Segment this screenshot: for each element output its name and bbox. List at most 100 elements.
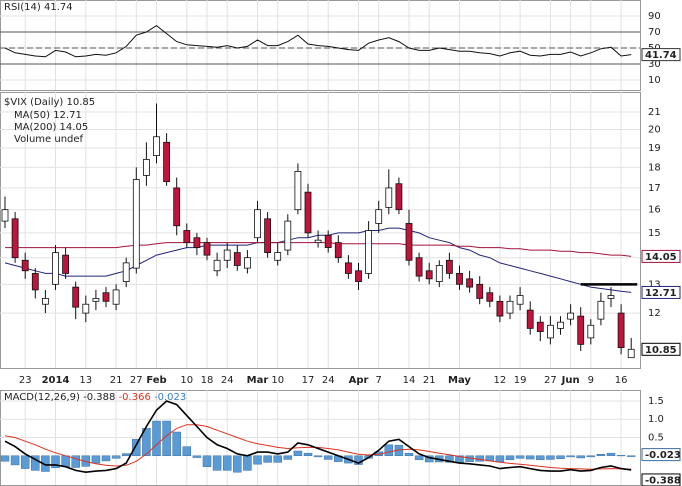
y-tick-label: 16 (648, 205, 661, 216)
candle-body (31, 273, 39, 291)
histogram-bar (263, 455, 272, 463)
macd-name: MACD(12,26,9) (4, 392, 80, 403)
y-tick-label: 20 (648, 125, 661, 136)
histogram-bar (576, 455, 585, 459)
candle-body (142, 159, 150, 176)
signal-line (4, 424, 632, 470)
candle-body (496, 300, 504, 317)
candle-body (223, 249, 231, 261)
candle-body (516, 295, 524, 305)
rsi-line (4, 24, 632, 58)
histogram-bar (142, 428, 151, 457)
x-tick-label: 2014 (42, 375, 70, 386)
histogram-bar (606, 452, 616, 457)
candle-body (476, 283, 484, 299)
y-tick-label: 30 (648, 59, 661, 70)
histogram-bar (121, 453, 131, 457)
candle-body (375, 209, 383, 224)
candle-body (627, 348, 635, 359)
price-panel (0, 92, 641, 369)
candle-body (466, 278, 474, 288)
y-tick-label: 1.5 (648, 396, 664, 407)
histogram-bar (536, 455, 545, 461)
macd-last: -0.388 (83, 392, 115, 403)
price-name: $VIX (Daily) (4, 97, 63, 108)
value-box-label: 10.85 (645, 345, 677, 356)
candle-body (163, 141, 171, 183)
y-tick-label: 1.0 (648, 414, 664, 425)
histogram-bar (556, 455, 565, 459)
candle-body (405, 223, 413, 261)
y-tick-label: 19 (648, 143, 661, 154)
histogram-bar (233, 455, 242, 473)
candle-body (112, 289, 120, 305)
rsi-last: 41.74 (44, 2, 73, 13)
histogram-bar (566, 455, 575, 458)
histogram-bar (31, 455, 40, 471)
candle-body (213, 259, 221, 272)
histogram-bar (596, 454, 606, 457)
y-tick-label: 15 (648, 228, 661, 239)
candle-body (486, 292, 494, 302)
candle-body (344, 262, 352, 274)
candle-body (435, 265, 443, 282)
candle-body (173, 187, 181, 227)
x-tick-label: 10 (271, 375, 284, 386)
histogram-bar (202, 455, 212, 467)
x-tick-label: 7 (376, 375, 382, 386)
value-box-label: 14.05 (645, 252, 677, 263)
y-tick-label: 21 (648, 107, 661, 118)
x-tick-label: 23 (19, 375, 32, 386)
histogram-bar (162, 420, 171, 457)
histogram-bar (525, 455, 535, 460)
value-box (641, 448, 681, 462)
candle-body (284, 220, 292, 251)
histogram-bar (132, 439, 141, 457)
histogram-bar (293, 450, 303, 457)
candle-body (577, 315, 585, 345)
x-tick-label: 13 (79, 375, 92, 386)
candle-body (82, 303, 90, 314)
histogram-bar (414, 455, 424, 461)
candle-body (183, 230, 191, 244)
value-box-label: -0.023 (645, 450, 681, 461)
histogram-bar (313, 455, 323, 458)
histogram-bar (495, 455, 505, 463)
x-tick-label: Mar (247, 375, 269, 386)
x-tick-label: 21 (110, 375, 123, 386)
candle-body (193, 237, 201, 248)
x-tick-label: 18 (201, 375, 214, 386)
legend-name: MA(200) (14, 122, 56, 133)
candle-body (526, 309, 534, 329)
candle-body (233, 252, 241, 266)
value-box (641, 48, 681, 62)
candle-body (617, 312, 625, 349)
candle-body (506, 300, 514, 314)
candle-body (21, 259, 29, 272)
candle-body (395, 183, 403, 211)
x-tick-label: 17 (302, 375, 315, 386)
candle-body (456, 273, 463, 285)
histogram-bar (283, 455, 293, 460)
candle-body (334, 242, 342, 259)
histogram-bar (586, 455, 596, 458)
histogram-bar (192, 455, 202, 458)
labels: RSI(14) 41.74 $VIX (Daily) 10.85 MA(50) … (4, 2, 681, 486)
legend-ma50: MA(50) 12.71 (14, 110, 82, 121)
value-box-label: 12.71 (645, 288, 677, 299)
histogram-bar (81, 455, 91, 467)
x-tick-label: May (448, 375, 471, 386)
candle-body (607, 295, 615, 299)
histogram-bar (152, 420, 161, 457)
candle-body (304, 191, 312, 234)
histogram-last: -0.023 (154, 392, 186, 403)
candle-body (445, 259, 453, 274)
candle-body (557, 321, 564, 329)
candle-body (365, 230, 373, 274)
candle-body (597, 300, 605, 320)
legend-ma200: MA(200) 14.05 (14, 122, 88, 133)
y-tick-label: 10 (648, 75, 661, 86)
candle-body (254, 209, 261, 239)
histogram-bar (20, 455, 30, 469)
